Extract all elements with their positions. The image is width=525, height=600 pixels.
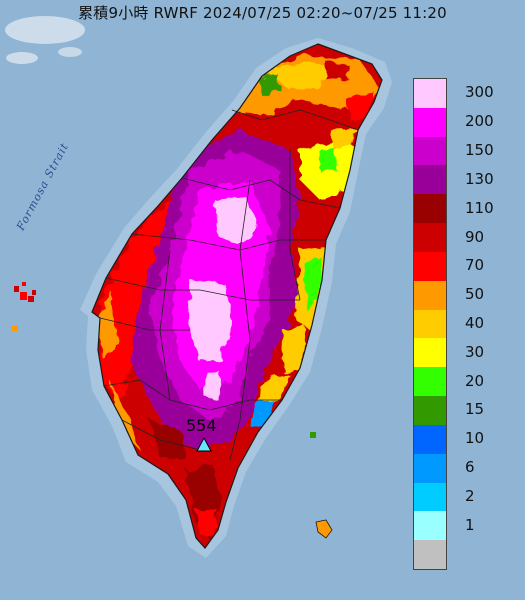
legend-swatch (414, 194, 446, 224)
legend-swatches (413, 78, 447, 570)
legend-swatch (414, 79, 446, 109)
color-legend: 300 200 150 130 110 90 70 50 40 30 20 15 10 6 2 1 (413, 78, 523, 570)
legend-swatch (414, 453, 446, 484)
legend-label: 150 (465, 141, 494, 160)
legend-label: 90 (465, 227, 485, 246)
legend-swatch (414, 309, 446, 339)
legend-swatch (414, 482, 446, 512)
legend-swatch (414, 251, 446, 282)
legend-label: 40 (465, 314, 485, 332)
map-title: 累積9小時 RWRF 2024/07/25 02:20~07/25 11:20 (78, 4, 447, 22)
legend-swatch (414, 540, 446, 570)
legend-label: 15 (465, 400, 485, 419)
legend-label: 300 (465, 83, 494, 102)
legend-label: 30 (465, 342, 485, 361)
legend-swatch (414, 424, 446, 455)
legend-label: 6 (465, 458, 475, 477)
cloud-haze (5, 16, 85, 64)
max-rainfall-value: 554 (186, 416, 217, 435)
legend-label: 20 (465, 371, 485, 390)
island-outline (91, 43, 383, 549)
legend-label: 50 (465, 285, 485, 304)
legend-label: 130 (465, 169, 494, 188)
legend-swatch (414, 367, 446, 397)
legend-swatch (414, 165, 446, 195)
outlying-islands-east (310, 432, 333, 539)
triangle-marker-icon (196, 436, 212, 452)
legend-swatch (414, 280, 446, 311)
legend-swatch (414, 136, 446, 166)
legend-swatch (414, 511, 446, 541)
legend-label: 200 (465, 112, 494, 131)
legend-label: 2 (465, 486, 475, 505)
legend-swatch (414, 338, 446, 368)
legend-label: 10 (465, 429, 485, 448)
legend-label: 110 (465, 198, 494, 217)
legend-swatch (414, 396, 446, 426)
legend-label: 1 (465, 515, 475, 534)
legend-label: 70 (465, 256, 485, 275)
legend-swatch (414, 223, 446, 253)
legend-swatch (414, 107, 446, 138)
penghu-islands (12, 282, 36, 331)
county-boundaries (99, 109, 359, 461)
